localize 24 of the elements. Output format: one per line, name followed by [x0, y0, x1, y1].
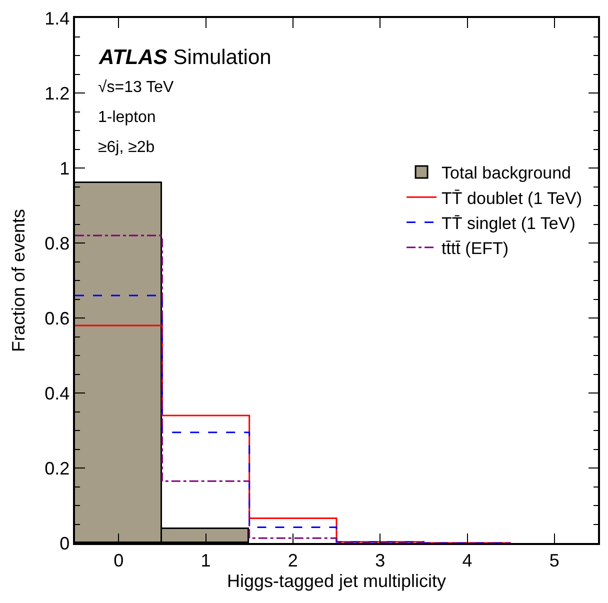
x-tick-label: 0: [114, 550, 124, 570]
annotation: ≥6j, ≥2b: [98, 139, 155, 156]
y-tick-label: 1: [60, 158, 70, 178]
y-axis-title: Fraction of events: [8, 208, 28, 352]
x-tick-label: 3: [375, 550, 386, 570]
y-tick-label: 0.4: [44, 383, 70, 404]
y-tick-label: 0.2: [44, 458, 70, 478]
y-tick-label: 0.6: [44, 308, 70, 328]
legend-label: TT̄ doublet (1 TeV): [442, 188, 582, 208]
legend-label: tt̄tt̄ (EFT): [442, 238, 509, 258]
y-tick-label: 1.2: [44, 83, 70, 104]
legend-label: Total background: [442, 164, 572, 183]
legend-label: TT̄ singlet (1 TeV): [442, 214, 576, 233]
x-tick-label: 2: [288, 550, 298, 570]
x-tick-label: 5: [549, 550, 560, 570]
y-tick-label: 0: [60, 533, 70, 554]
annotation: √s=13 TeV: [98, 79, 174, 96]
annotation: 1-lepton: [98, 109, 156, 126]
x-tick-label: 1: [200, 550, 211, 570]
x-tick-label: 4: [462, 550, 472, 570]
x-axis-title: Higgs-tagged jet multiplicity: [226, 570, 446, 591]
annotation: ATLAS Simulation: [98, 46, 272, 69]
y-tick-label: 1.4: [44, 8, 70, 28]
y-tick-label: 0.8: [44, 233, 70, 254]
